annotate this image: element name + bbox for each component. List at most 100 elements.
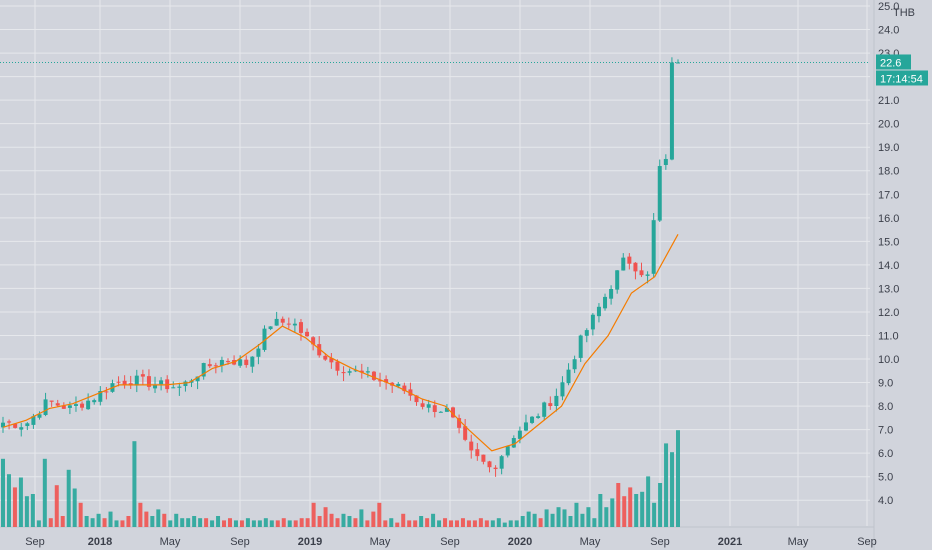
candle-up (347, 371, 352, 373)
candle-up (645, 274, 650, 276)
volume-bar (120, 520, 125, 527)
candle-down (329, 358, 334, 363)
volume-bar (383, 520, 388, 527)
candle-down (80, 403, 85, 408)
volume-bar (275, 520, 280, 527)
volume-bar (580, 513, 585, 527)
volume-bar (323, 507, 328, 527)
candle-down (311, 337, 316, 345)
candle-up (262, 328, 267, 350)
candle-down (341, 372, 346, 374)
candle-down (414, 395, 419, 403)
candle-up (603, 296, 608, 309)
volume-bar (640, 491, 645, 527)
candle-up (268, 326, 273, 330)
volume-bar (245, 518, 250, 527)
volume-bar (239, 520, 244, 527)
candle-up (31, 416, 36, 425)
candle-down (213, 365, 218, 367)
candle-down (432, 405, 437, 412)
volume-bar (347, 516, 352, 527)
candle-up (159, 380, 164, 385)
y-tick-label: 20.0 (878, 119, 899, 131)
volume-bar (425, 518, 430, 527)
volume-bar (670, 452, 675, 527)
volume-bar (84, 516, 89, 527)
candle-up (238, 359, 243, 366)
volume-bar (538, 518, 543, 527)
candle-up (530, 416, 535, 423)
candle-up (523, 422, 528, 431)
candle-up (177, 386, 182, 388)
volume-bar (628, 487, 633, 527)
volume-bar (598, 494, 603, 527)
volume-bar (108, 511, 113, 527)
volume-bar (54, 485, 59, 527)
candle-down (475, 449, 480, 457)
volume-bar (269, 520, 274, 527)
candle-up (426, 404, 431, 408)
y-tick-label: 14.0 (878, 260, 899, 272)
volume-bar (413, 520, 418, 527)
price-axis[interactable]: 4.0 5.0 6.0 7.0 8.0 9.0 10.0 11.0 12.0 13.0 14.0 15… (878, 1, 899, 507)
candle-down (298, 322, 303, 333)
candle-up (444, 407, 449, 412)
y-tick-label: 17.0 (878, 189, 899, 201)
candle-up (566, 369, 571, 384)
volume-bar (454, 520, 459, 527)
y-tick-label: 25.0 (878, 1, 899, 13)
volume-bar (389, 518, 394, 527)
candle-down (116, 381, 121, 383)
candle-down (49, 400, 54, 402)
volume-bar (222, 520, 227, 527)
x-tick-label: May (788, 536, 809, 548)
candle-up (37, 414, 42, 418)
volume-bar (466, 520, 471, 527)
x-tick-label: Sep (230, 536, 250, 548)
volume-bar (676, 430, 680, 527)
candle-down (457, 418, 462, 428)
candle-down (146, 376, 151, 387)
volume-bar (216, 516, 221, 527)
candle-up (292, 323, 297, 326)
volume-bar (66, 469, 71, 527)
candle-up (353, 370, 358, 372)
candle-down (104, 391, 109, 393)
volume-bar (472, 520, 477, 527)
volume-bar (335, 518, 340, 527)
candle-up (92, 400, 97, 403)
volume-bar (490, 520, 495, 527)
moving-average-line (2, 234, 679, 452)
volume-bar (658, 483, 663, 527)
candle-up (578, 335, 583, 358)
x-tick-label: Sep (857, 536, 877, 548)
y-tick-label: 8.0 (878, 401, 893, 413)
time-axis[interactable]: Sep 2018 May Sep 2019 May Sep 2020 May Sep 2021 May… (25, 536, 877, 548)
candle-up (134, 375, 139, 386)
volume-bar (263, 518, 268, 527)
candle-down (633, 262, 638, 272)
candle-up (365, 371, 370, 373)
x-tick-label: 2019 (298, 536, 322, 548)
countdown-label: 17:14:54 (880, 73, 923, 85)
y-tick-label: 13.0 (878, 283, 899, 295)
y-tick-label: 11.0 (878, 330, 899, 342)
volume-bar (401, 513, 406, 527)
volume-bar (449, 520, 454, 527)
candle-down (463, 426, 468, 440)
candle-down (13, 423, 18, 428)
candle-up (438, 411, 443, 413)
volume-bar (126, 516, 131, 527)
candle-up (596, 306, 601, 317)
volume-bar (42, 458, 47, 527)
x-tick-label: Sep (440, 536, 460, 548)
volume-bar (18, 477, 23, 527)
volume-bar (227, 518, 232, 527)
volume-bar (514, 520, 519, 527)
currency-label: THB (893, 7, 915, 19)
candle-up (499, 456, 504, 469)
volume-bar (562, 509, 567, 527)
volume-bar (60, 516, 65, 527)
